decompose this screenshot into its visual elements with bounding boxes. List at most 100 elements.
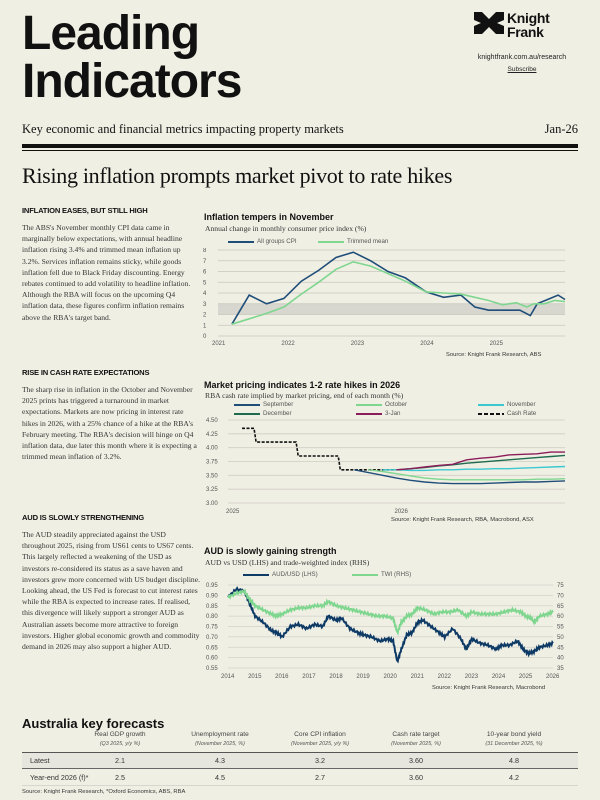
column-header: Real GDP growth: [94, 731, 146, 738]
legend-all-groups-cpi: All groups CPI: [228, 238, 297, 245]
website-link[interactable]: knightfrank.com.au/research: [477, 54, 567, 61]
legend-november: November: [478, 401, 536, 408]
series-line-cash-rate: [242, 427, 397, 471]
x-tick-label: 2019: [356, 674, 370, 680]
legend-label: October: [385, 401, 408, 408]
y-tick-label: 4.00: [206, 446, 218, 452]
y-right-tick-label: 55: [557, 625, 564, 631]
legend-swatch: [234, 412, 260, 415]
legend-label: TWI (RHS): [381, 571, 412, 578]
chart-aud-source: Source: Knight Frank Research, Macrobond: [432, 685, 546, 691]
knight-frank-logo-icon: [474, 12, 504, 34]
series-line-october: [368, 469, 566, 481]
legend-twi: TWI (RHS): [352, 571, 411, 578]
series-line-november: [382, 465, 566, 472]
forecasts-title: Australia key forecasts: [22, 716, 165, 731]
y-right-tick-label: 45: [557, 645, 564, 651]
legend-aud-usd: AUD/USD (LHS): [243, 571, 318, 578]
headline: Rising inflation prompts market pivot to…: [22, 163, 453, 188]
table-cell: 3.60: [409, 756, 423, 765]
forecasts-table-body: Latest 2.1 4.3 3.2 3.60 4.8 Year-end 2026 (f)*…: [0, 753, 600, 787]
header-divider-thin: [22, 150, 578, 151]
table-cell: 4.2: [509, 773, 519, 782]
y-tick-label: 3.75: [206, 460, 218, 466]
y-tick-label: 5: [203, 280, 207, 286]
legend-label: AUD/USD (LHS): [272, 571, 318, 578]
brand-line-1: Knight: [507, 10, 550, 26]
y-tick-label: 3.00: [206, 501, 218, 507]
legend-swatch: [478, 412, 504, 415]
legend-swatch: [318, 240, 344, 243]
series-line-aud-usd-lhs-: [227, 586, 554, 664]
x-tick-label: 2021: [411, 674, 425, 680]
y-right-tick-label: 35: [557, 666, 564, 672]
table-cell: 4.3: [215, 756, 225, 765]
y-right-tick-label: 50: [557, 635, 564, 641]
column-subheader: (Q3 2025, y/y %): [99, 741, 141, 747]
target-band: [218, 303, 565, 315]
y-left-tick-label: 0.70: [206, 635, 218, 641]
subscribe-link[interactable]: Subscribe: [507, 66, 537, 73]
legend-label: November: [507, 401, 536, 408]
y-left-tick-label: 0.90: [206, 593, 218, 599]
column-header: Core CPI inflation: [294, 731, 346, 738]
y-tick-label: 0: [203, 334, 207, 340]
chart-aud-title: AUD is slowly gaining strength: [204, 546, 337, 556]
legend-label: 3-Jan: [385, 410, 401, 417]
section-heading-cash-rate: RISE IN CASH RATE EXPECTATIONS: [22, 368, 150, 377]
y-tick-label: 1: [203, 323, 207, 329]
column-subheader: (November 2025, y/y %): [290, 741, 350, 747]
report-date: Jan-26: [544, 122, 578, 136]
chart-aud-subtitle: AUD vs USD (LHS) and trade-weighted inde…: [205, 558, 370, 567]
y-right-tick-label: 60: [557, 614, 564, 620]
y-right-tick-label: 75: [557, 583, 564, 589]
y-left-tick-label: 0.80: [206, 614, 218, 620]
y-left-tick-label: 0.55: [206, 666, 218, 672]
y-left-tick-label: 0.60: [206, 656, 218, 662]
table-cell: 4.8: [509, 756, 519, 765]
column-subheader: (November 2025, %): [391, 741, 441, 747]
x-tick-label: 2017: [302, 674, 316, 680]
legend-swatch: [356, 412, 382, 415]
x-tick-label: 2023: [465, 674, 479, 680]
chart-pricing-legend: September October November December 3-Jan Cas…: [234, 401, 594, 421]
legend-label: September: [263, 401, 294, 408]
legend-swatch: [228, 240, 254, 243]
x-tick-label: 2026: [546, 674, 560, 680]
chart-pricing: 3.00 3.25 3.50 3.75 4.00 4.25 4.50 2025 2026: [206, 418, 566, 515]
column-header: Cash rate target: [392, 731, 440, 738]
x-tick-label: 2016: [275, 674, 289, 680]
y-tick-label: 7: [203, 259, 207, 265]
x-tick-label: 2018: [329, 674, 343, 680]
legend-3-jan: 3-Jan: [356, 410, 400, 417]
series-line-twi-rhs-: [227, 588, 554, 636]
table-cell: 2.7: [315, 773, 325, 782]
x-tick-label: 2015: [248, 674, 262, 680]
x-tick-label: 2021: [212, 341, 226, 347]
legend-october: October: [356, 401, 407, 408]
row-label: Year-end 2026 (f)*: [30, 773, 89, 782]
chart-aud: 0.55 35 0.60 40 0.65 45 0.70 50 0.75 55 0.80 60 0.85…: [206, 583, 564, 680]
chart-inflation-title: Inflation tempers in November: [204, 212, 334, 222]
y-left-tick-label: 0.65: [206, 645, 218, 651]
legend-december: December: [234, 410, 292, 417]
y-tick-label: 3.50: [206, 473, 218, 479]
table-cell: 2.1: [115, 756, 125, 765]
table-cell: 3.2: [315, 756, 325, 765]
legend-swatch: [356, 403, 382, 406]
legend-label: All groups CPI: [257, 238, 297, 245]
series-line-3-jan: [396, 451, 565, 471]
title-line-2: Indicators: [22, 55, 242, 108]
legend-label: December: [263, 410, 292, 417]
table-cell: 2.5: [115, 773, 125, 782]
legend-label: Trimmed mean: [347, 238, 389, 245]
y-left-tick-label: 0.75: [206, 625, 218, 631]
table-cell: 3.60: [409, 773, 423, 782]
x-tick-label: 2014: [221, 674, 235, 680]
y-left-tick-label: 0.85: [206, 604, 218, 610]
row-label: Latest: [30, 756, 50, 765]
section-heading-aud: AUD IS SLOWLY STRENGTHENING: [22, 513, 145, 522]
y-tick-label: 2: [203, 313, 207, 319]
chart-pricing-title: Market pricing indicates 1-2 rate hikes …: [204, 380, 401, 390]
chart-inflation-source: Source: Knight Frank Research, ABS: [446, 352, 542, 358]
